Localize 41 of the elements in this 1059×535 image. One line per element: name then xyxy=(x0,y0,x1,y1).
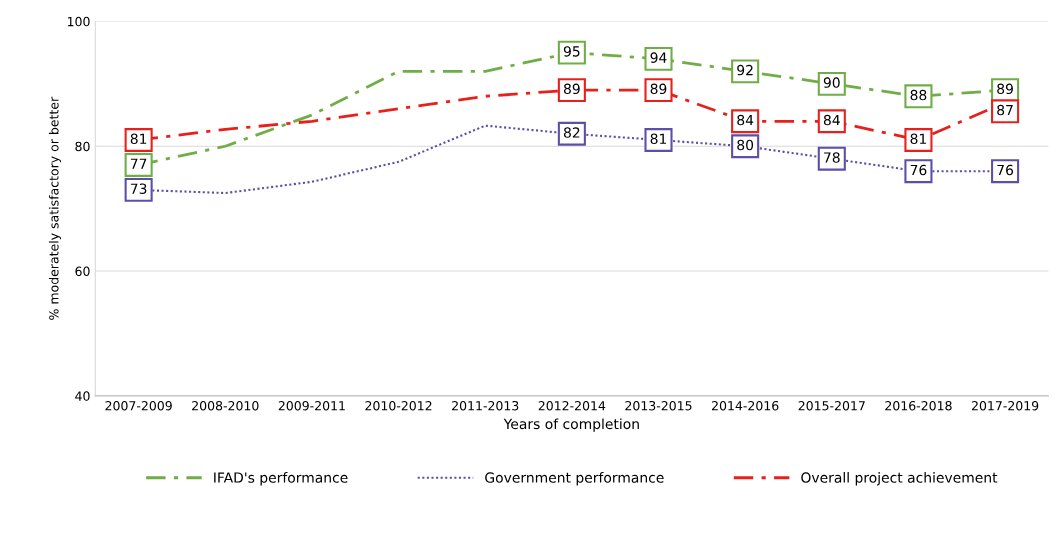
x-tick-label: 2009-2011 xyxy=(278,400,345,411)
x-tick-label: 2008-2010 xyxy=(192,400,259,411)
data-label: 80 xyxy=(737,139,754,151)
x-tick-label: 2017-2019 xyxy=(971,400,1039,411)
data-label: 87 xyxy=(997,104,1013,116)
data-label: 88 xyxy=(910,89,927,101)
y-tick-label: 80 xyxy=(75,141,90,152)
x-tick-label: 2015-2017 xyxy=(798,400,865,411)
y-tick-label: 60 xyxy=(75,266,90,276)
data-label: 82 xyxy=(563,127,580,138)
y-tick-label: 40 xyxy=(75,391,90,401)
data-label: 95 xyxy=(563,46,580,57)
data-label: 81 xyxy=(910,133,926,145)
data-label: 73 xyxy=(130,183,147,194)
data-label: 77 xyxy=(130,158,147,169)
x-tick-label: 2011-2013 xyxy=(452,400,519,411)
data-label: 81 xyxy=(130,133,147,145)
x-tick-label: 2010-2012 xyxy=(365,400,432,411)
data-label: 84 xyxy=(823,114,840,126)
data-label: 89 xyxy=(997,83,1013,95)
x-tick-label: 2016-2018 xyxy=(885,400,952,411)
x-tick-label: 2007-2009 xyxy=(105,400,172,411)
y-tick-label: 100 xyxy=(67,16,90,27)
x-tick-label: 2012-2014 xyxy=(538,400,606,411)
data-label: 76 xyxy=(997,164,1014,176)
data-label: 89 xyxy=(563,83,580,95)
data-label: 84 xyxy=(737,114,754,126)
data-label: 81 xyxy=(650,133,667,145)
data-label: 89 xyxy=(650,83,667,95)
x-axis-title: Years of completion xyxy=(503,418,639,432)
y-axis-title: % moderately satisfactory or better xyxy=(48,96,62,320)
data-label: 94 xyxy=(650,52,667,63)
data-label: 78 xyxy=(824,152,840,163)
legend-label: IFAD's performance xyxy=(214,472,348,486)
x-tick-label: 2013-2015 xyxy=(625,400,692,411)
legend-label: Overall project achievement xyxy=(801,472,998,486)
data-label: 90 xyxy=(823,77,840,88)
legend-label: Government performance xyxy=(485,472,664,486)
data-label: 76 xyxy=(910,164,927,176)
data-label: 92 xyxy=(737,64,753,76)
x-tick-label: 2014-2016 xyxy=(712,400,779,411)
